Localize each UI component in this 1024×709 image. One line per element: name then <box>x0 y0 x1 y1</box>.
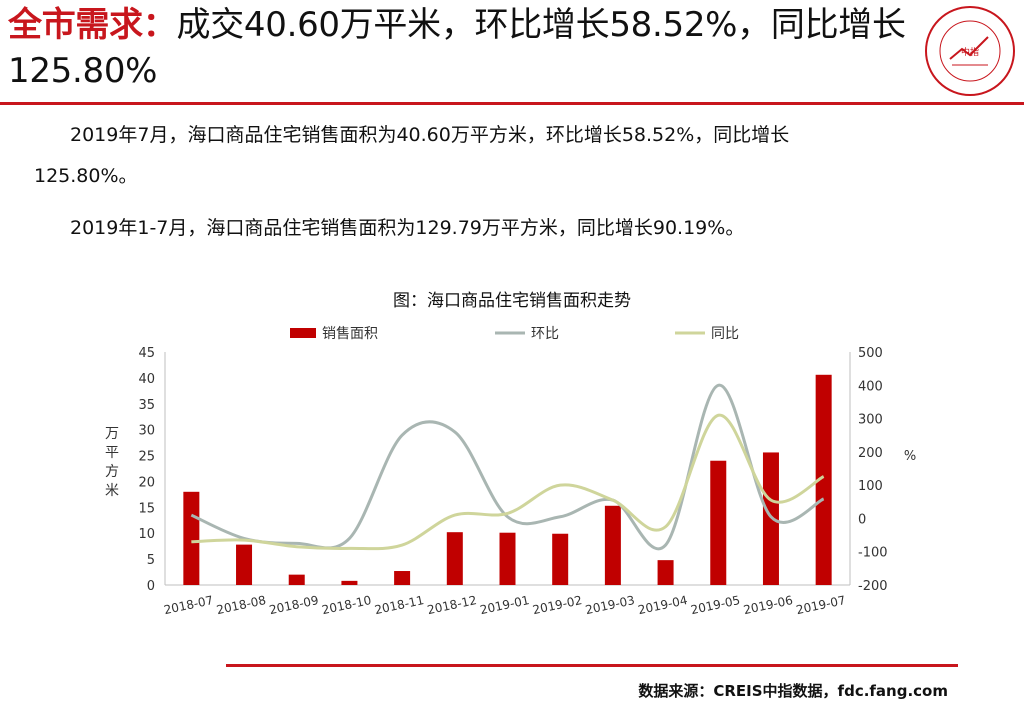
y-left-tick-label: 25 <box>138 450 155 465</box>
y-left-tick-label: 45 <box>138 346 155 361</box>
bar-sales-area <box>815 374 832 585</box>
bar-sales-area <box>604 505 621 585</box>
title-divider <box>0 102 1024 105</box>
y-left-axis-label-char: 平 <box>105 445 119 461</box>
sales-area-chart: 0 5 10 15 20 25 30 35 40 45 -200 -100 0 100 200 300 400 5… <box>105 326 916 617</box>
y-right-tick-label: 300 <box>858 413 883 428</box>
summary-paragraph-1-continued: 125.80%。 <box>34 165 138 187</box>
title-text: 成交40.60万平米，环比增长58.52%，同比增长125.80% <box>8 5 906 91</box>
bar-sales-area <box>552 533 569 585</box>
bar-sales-area <box>499 532 516 585</box>
x-tick-label: 2018-08 <box>215 593 267 617</box>
x-tick-label: 2018-11 <box>373 593 425 617</box>
y-right-tick-label: -200 <box>858 579 888 594</box>
x-tick-label: 2019-07 <box>795 593 847 617</box>
bar-sales-area <box>446 532 463 585</box>
legend-swatch-sales-area <box>290 328 316 338</box>
line-mom <box>190 383 825 551</box>
x-tick-label: 2019-06 <box>742 593 794 617</box>
bar-sales-area <box>710 460 727 585</box>
y-left-tick-label: 0 <box>147 579 155 594</box>
x-tick-label: 2019-04 <box>637 593 689 617</box>
y-left-tick-label: 10 <box>138 527 155 542</box>
bar-sales-area <box>288 574 305 585</box>
y-left-tick-label: 20 <box>138 475 155 490</box>
y-left-axis-label-char: 方 <box>105 464 119 480</box>
legend-label-sales-area: 销售面积 <box>322 326 378 342</box>
y-right-tick-label: 200 <box>858 446 883 461</box>
chart-title: 图：海口商品住宅销售面积走势 <box>393 291 631 311</box>
summary-paragraph-1: 2019年7月，海口商品住宅销售面积为40.60万平方米，环比增长58.52%，… <box>70 124 790 146</box>
y-left-tick-label: 30 <box>138 424 155 439</box>
page-title: 全市需求：成交40.60万平米，环比增长58.52%，同比增长125.80% <box>8 2 918 94</box>
bar-sales-area <box>341 580 358 585</box>
y-left-tick-label: 15 <box>138 501 155 516</box>
y-left-axis-label-char: 万 <box>105 426 119 442</box>
title-highlight: 全市需求： <box>8 5 177 45</box>
y-right-tick-label: 0 <box>858 512 866 527</box>
bar-sales-area <box>236 544 253 585</box>
y-left-tick-label: 5 <box>147 553 155 568</box>
y-right-tick-label: -100 <box>858 546 888 561</box>
legend-label-mom: 环比 <box>531 326 559 342</box>
x-tick-label: 2018-09 <box>268 593 320 617</box>
y-right-axis-label: % <box>904 449 916 464</box>
footer-divider <box>226 664 958 667</box>
bar-sales-area <box>394 571 411 585</box>
x-tick-label: 2018-10 <box>321 593 373 617</box>
x-tick-label: 2018-12 <box>426 593 478 617</box>
legend-label-yoy: 同比 <box>711 326 739 342</box>
x-tick-label: 2019-03 <box>584 593 636 617</box>
y-left-tick-label: 35 <box>138 398 155 413</box>
y-right-tick-label: 500 <box>858 346 883 361</box>
x-tick-label: 2019-01 <box>479 593 531 617</box>
logo-text: 中指 <box>961 46 979 58</box>
data-source: 数据来源：CREIS中指数据，fdc.fang.com <box>638 682 948 700</box>
y-right-tick-label: 100 <box>858 479 883 494</box>
x-tick-label: 2018-07 <box>163 593 215 617</box>
summary-paragraph-2: 2019年1-7月，海口商品住宅销售面积为129.79万平方米，同比增长90.1… <box>70 217 745 239</box>
y-left-axis-label-char: 米 <box>105 483 119 499</box>
line-yoy <box>191 413 825 551</box>
y-right-tick-label: 400 <box>858 379 883 394</box>
logo: 中指 <box>925 6 1015 96</box>
bar-sales-area <box>657 560 674 585</box>
x-tick-label: 2019-02 <box>531 593 583 617</box>
y-left-tick-label: 40 <box>138 372 155 387</box>
bar-sales-area <box>183 491 200 585</box>
x-tick-label: 2019-05 <box>689 593 741 617</box>
